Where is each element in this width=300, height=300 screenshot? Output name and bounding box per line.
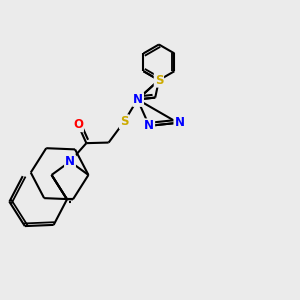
Text: N: N bbox=[174, 116, 184, 129]
Text: S: S bbox=[155, 74, 163, 87]
Text: N: N bbox=[133, 93, 143, 106]
Text: S: S bbox=[120, 115, 128, 128]
Text: N: N bbox=[144, 119, 154, 132]
Text: N: N bbox=[65, 155, 75, 168]
Text: O: O bbox=[73, 118, 83, 131]
